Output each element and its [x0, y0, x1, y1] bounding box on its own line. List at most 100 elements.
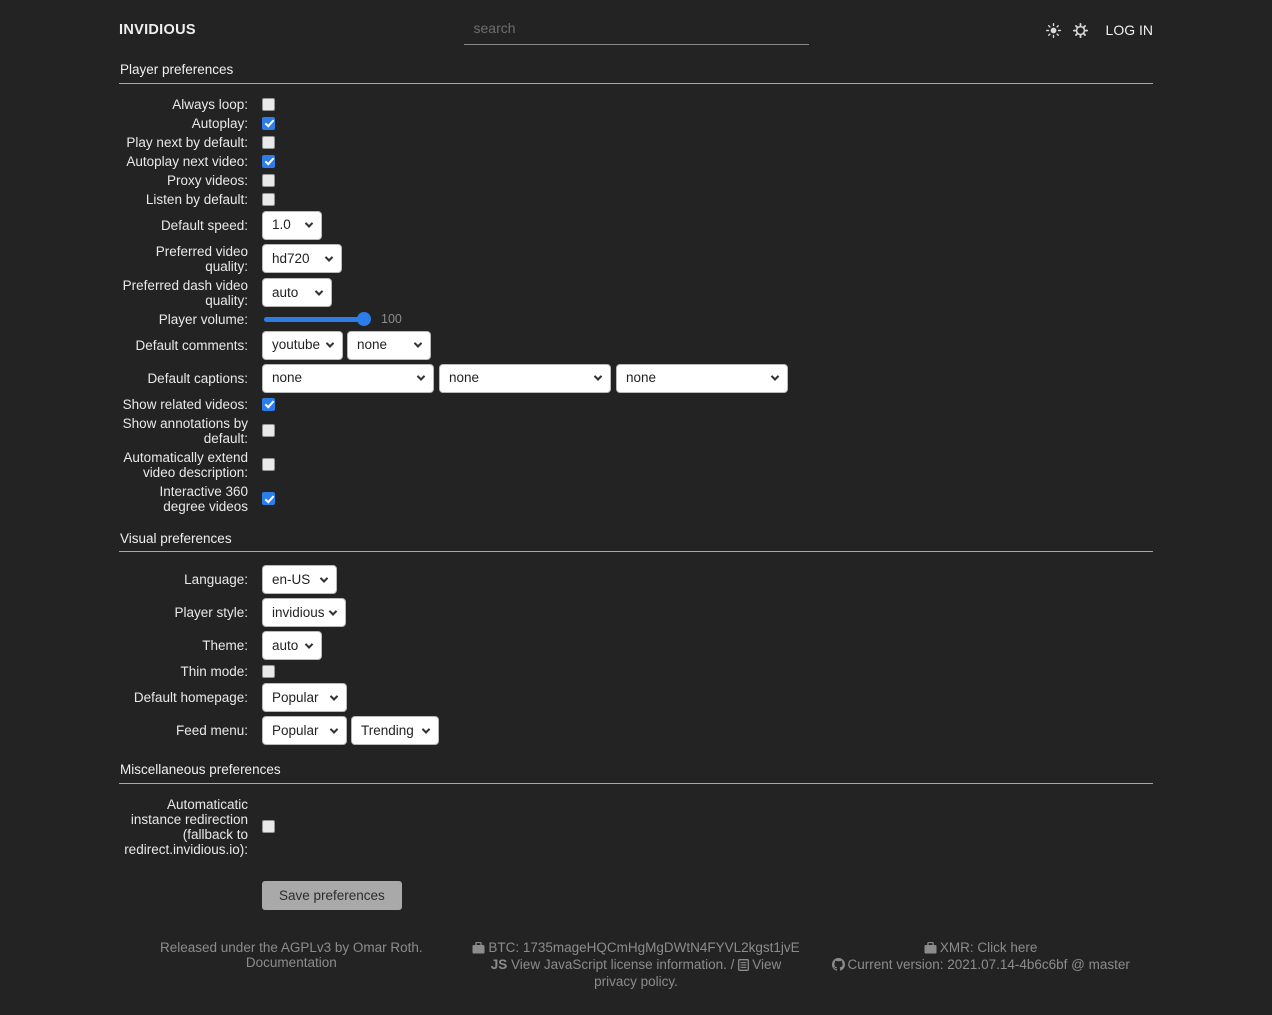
chevron-down-icon [319, 573, 329, 583]
autoplay-checkbox[interactable] [262, 116, 275, 130]
thin-mode-label: Thin mode: [180, 664, 248, 680]
proxy-videos-label: Proxy videos: [166, 172, 248, 188]
btc-address-text: BTC: 1735mageHQCmHgMgDWtN4FYVL2kgst1jvE [488, 939, 800, 955]
documentation-link[interactable]: Documentation [245, 954, 337, 970]
vr-mode-checkbox[interactable] [262, 492, 275, 506]
chevron-down-icon [314, 286, 324, 296]
comments-first-select[interactable]: youtube [262, 330, 343, 360]
auto-redirect-checkbox[interactable] [262, 820, 275, 834]
default-captions-label: Default captions: [147, 370, 248, 386]
dash-quality-label: Preferred dash video quality: [122, 277, 248, 308]
theme-select[interactable]: auto [262, 631, 322, 661]
related-videos-checkbox[interactable] [262, 397, 275, 411]
play-next-checkbox[interactable] [262, 135, 275, 149]
pref-row-language: Language: en-US [119, 565, 1153, 595]
pref-row-proxy-videos: Proxy videos: [119, 173, 1153, 188]
autoplay-next-checkbox[interactable] [262, 154, 275, 168]
top-navbar: INVIDIOUS [119, 0, 1153, 45]
search-input[interactable] [463, 15, 809, 45]
thin-mode-checkbox[interactable] [262, 665, 275, 679]
chevron-down-icon [413, 339, 423, 348]
chevron-down-icon [421, 724, 431, 734]
preferences-form: Player preferences Always loop: Autoplay… [119, 62, 1153, 910]
slider-fill [264, 312, 371, 327]
privacy-policy-link[interactable]: View privacy policy. [594, 956, 782, 989]
chevron-down-icon [329, 724, 339, 734]
feed-menu-label: Feed menu: [175, 723, 248, 739]
xmr-link[interactable]: XMR: Click here [939, 939, 1038, 955]
listen-default-checkbox[interactable] [262, 192, 275, 206]
default-homepage-label: Default homepage: [133, 690, 248, 706]
chevron-down-icon [328, 606, 338, 616]
listen-default-label: Listen by default: [145, 191, 248, 207]
footer-separator: / [730, 956, 735, 972]
default-homepage-select[interactable]: Popular [262, 683, 347, 713]
footer-released-text: Released under the AGPLv3 by Omar Roth. [160, 939, 423, 955]
pref-row-thin-mode: Thin mode: [119, 664, 1153, 679]
player-volume-value: 100 [381, 311, 402, 326]
pref-row-auto-redirect: Automaticatic instance redirection (fall… [119, 797, 1153, 857]
footer-license-column: Released under the AGPLv3 by Omar Roth. … [119, 940, 464, 989]
pref-row-theme: Theme: auto [119, 631, 1153, 661]
misc-preferences-section: Miscellaneous preferences Automaticatic … [119, 762, 1153, 910]
player-preferences-section: Player preferences Always loop: Autoplay… [119, 62, 1153, 514]
chevron-down-icon [329, 691, 339, 701]
footer: Released under the AGPLv3 by Omar Roth. … [119, 940, 1153, 1015]
preferences-gear-icon[interactable] [1072, 22, 1088, 38]
language-select[interactable]: en-US [262, 565, 337, 595]
player-style-select[interactable]: invidious [262, 598, 346, 628]
captions-second-select[interactable]: none [439, 363, 611, 393]
always-loop-checkbox[interactable] [262, 97, 275, 111]
save-preferences-button[interactable]: Save preferences [262, 880, 402, 910]
divider [119, 551, 1153, 553]
github-icon [831, 957, 845, 974]
pref-row-related-videos: Show related videos: [119, 397, 1153, 412]
chevron-down-icon [304, 639, 314, 649]
js-badge-icon: JS [490, 956, 508, 972]
visual-preferences-title: Visual preferences [120, 530, 232, 546]
captions-third-select[interactable]: none [616, 363, 788, 393]
proxy-videos-checkbox[interactable] [262, 173, 275, 187]
slider-thumb[interactable] [357, 312, 371, 327]
annotations-label: Show annotations by default: [122, 415, 248, 446]
navbar-left: INVIDIOUS [119, 22, 464, 39]
chevron-down-icon [304, 219, 314, 228]
annotations-checkbox[interactable] [262, 424, 275, 438]
pref-row-always-loop: Always loop: [119, 97, 1153, 112]
extend-description-label: Automatically extend video description: [123, 449, 248, 480]
play-next-label: Play next by default: [126, 134, 248, 150]
light-theme-toggle-icon[interactable] [1045, 22, 1061, 38]
player-volume-label: Player volume: [158, 311, 248, 327]
wallet-icon [472, 941, 485, 957]
page-container: INVIDIOUS [119, 0, 1153, 1015]
captions-first-select[interactable]: none [262, 363, 434, 393]
pref-row-extend-description: Automatically extend video description: [119, 450, 1153, 480]
privacy-document-icon [738, 958, 750, 974]
navbar-center [463, 15, 809, 45]
autoplay-next-label: Autoplay next video: [126, 153, 248, 169]
js-license-link[interactable]: View JavaScript license information. [511, 956, 727, 972]
pref-row-autoplay: Autoplay: [119, 116, 1153, 131]
misc-preferences-title: Miscellaneous preferences [120, 762, 281, 778]
feed-menu-second-select[interactable]: Trending [351, 716, 439, 746]
extend-description-checkbox[interactable] [262, 458, 275, 472]
video-quality-select[interactable]: hd720 [262, 244, 342, 274]
pref-row-default-speed: Default speed: 1.0 [119, 210, 1153, 240]
chevron-down-icon [324, 252, 334, 262]
dash-quality-select[interactable]: auto [262, 278, 332, 308]
pref-row-default-comments: Default comments: youtube none [119, 330, 1153, 360]
chevron-down-icon [416, 372, 426, 381]
feed-menu-first-select[interactable]: Popular [262, 716, 347, 746]
divider [119, 782, 1153, 784]
pref-row-dash-quality: Preferred dash video quality: auto [119, 278, 1153, 308]
related-videos-label: Show related videos: [122, 396, 248, 412]
invidious-logo[interactable]: INVIDIOUS [119, 21, 196, 38]
pref-row-listen-default: Listen by default: [119, 192, 1153, 207]
autoplay-label: Autoplay: [191, 115, 248, 131]
default-speed-select[interactable]: 1.0 [262, 210, 322, 240]
login-link[interactable]: LOG IN [1105, 21, 1153, 38]
chevron-down-icon [770, 372, 780, 381]
comments-second-select[interactable]: none [347, 330, 431, 360]
player-volume-slider[interactable] [264, 312, 371, 327]
pref-row-play-next: Play next by default: [119, 135, 1153, 150]
